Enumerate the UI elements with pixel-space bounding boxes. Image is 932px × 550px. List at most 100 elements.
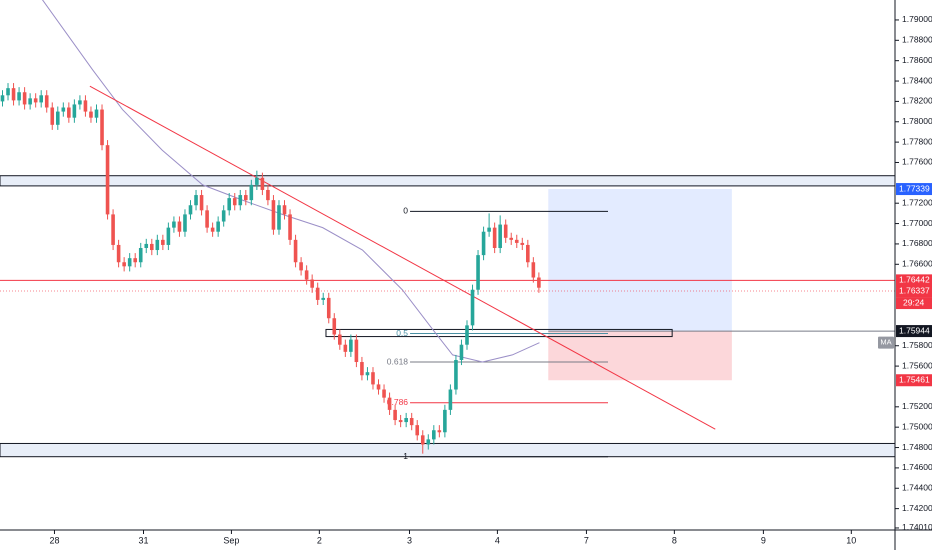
candle-body [6, 88, 10, 96]
candle-body [338, 334, 342, 345]
candle-body [33, 98, 38, 103]
candle-body [310, 279, 314, 288]
candle-body [94, 109, 99, 118]
candle-body [409, 418, 414, 426]
ma-tag-bg [878, 336, 894, 349]
candle-body [470, 289, 475, 326]
target-tag-bg [896, 183, 932, 196]
candle-body [205, 210, 209, 228]
candle-body [210, 227, 215, 232]
candle-body [244, 195, 248, 201]
fib-label: 0.618 [387, 356, 409, 366]
x-tick-label: 4 [495, 535, 500, 545]
ma-tag: MA [880, 338, 891, 347]
candle-body [183, 214, 187, 232]
candle-body [503, 224, 508, 238]
profit-zone [548, 189, 732, 332]
candle-body [83, 100, 88, 112]
entry-tag: 1.75944 [899, 325, 930, 335]
candle-body [371, 372, 375, 385]
candle-body [61, 107, 66, 112]
candle-body [50, 107, 55, 125]
candle-body [39, 95, 43, 103]
countdown: 29:24 [903, 297, 925, 307]
x-tick-label: 31 [138, 535, 148, 545]
candle-body [332, 318, 337, 335]
candle-body [78, 100, 82, 105]
price-tag: 1.76442 [899, 275, 930, 285]
candle-body [199, 195, 204, 211]
candle-body [122, 262, 126, 267]
fib-box [325, 328, 673, 338]
candle-body [437, 430, 442, 433]
x-tick-label: 7 [584, 535, 589, 545]
candle-body [111, 214, 115, 245]
candle-body [166, 227, 171, 245]
y-tick-label: 1.76800 [902, 238, 932, 248]
candle-body [227, 198, 232, 211]
zone [0, 442, 896, 458]
candle-body [105, 145, 110, 215]
stop-tag-bg [896, 374, 932, 387]
candle-body [514, 239, 519, 243]
x-tick-label: 8 [672, 535, 677, 545]
y-tick-label: 1.75000 [902, 421, 932, 431]
candle-body [476, 255, 480, 290]
candle-body [432, 430, 436, 440]
candle-body [343, 344, 348, 352]
candle-body [382, 389, 386, 398]
candle-body [194, 195, 198, 206]
candle-body [321, 297, 326, 300]
candle-body [465, 325, 469, 345]
candle-body [249, 184, 254, 201]
axis-bg-bottom [0, 530, 932, 550]
candle-body [531, 262, 536, 278]
candle-body [138, 247, 143, 263]
candle-body [232, 198, 237, 206]
y-tick-label: 1.77200 [902, 197, 932, 207]
candle-body [304, 270, 309, 280]
candle-body [155, 239, 160, 251]
candle-body [404, 418, 408, 423]
candle-body [177, 221, 182, 232]
x-tick-label: Sep [223, 535, 239, 545]
entry-tag-bg [896, 325, 932, 338]
x-tick-label: 9 [761, 535, 766, 545]
candle-body [360, 362, 364, 376]
x-tick-label: 10 [846, 535, 856, 545]
candle-body [11, 88, 16, 101]
y-tick-label: 1.74400 [902, 483, 932, 493]
stop-tag: 1.75461 [899, 374, 930, 384]
candle-body [172, 221, 176, 228]
candle-body [393, 409, 397, 421]
candle-body [481, 231, 486, 256]
y-tick-label: 1.76600 [902, 259, 932, 269]
y-tick-label: 1.75200 [902, 401, 932, 411]
candle-body [415, 425, 420, 436]
y-tick-label: 1.74600 [902, 462, 932, 472]
candle-body [133, 258, 138, 263]
candle-body [509, 237, 514, 240]
candle-body [149, 243, 154, 251]
candle-body [537, 277, 541, 288]
candle-body [67, 107, 71, 118]
y-tick-label: 1.77800 [902, 136, 932, 146]
price-tag-bg [896, 285, 932, 298]
y-tick-label: 1.79000 [902, 14, 932, 24]
candle-body [448, 389, 453, 410]
candle-body [492, 227, 497, 248]
candle-body [44, 95, 49, 108]
candle-body [293, 239, 298, 263]
candle-body [161, 239, 165, 245]
y-tick-label: 1.75800 [902, 340, 932, 350]
y-tick-label: 1.78400 [902, 75, 932, 85]
candle-body [420, 435, 425, 445]
candle-body [326, 297, 331, 319]
candle-body [116, 244, 121, 263]
zone [0, 175, 896, 187]
y-tick-label: 1.77600 [902, 157, 932, 167]
y-tick-label: 1.78200 [902, 96, 932, 106]
y-tick-label: 1.74200 [902, 503, 932, 513]
candle-body [498, 224, 502, 248]
candle-body [376, 384, 381, 390]
